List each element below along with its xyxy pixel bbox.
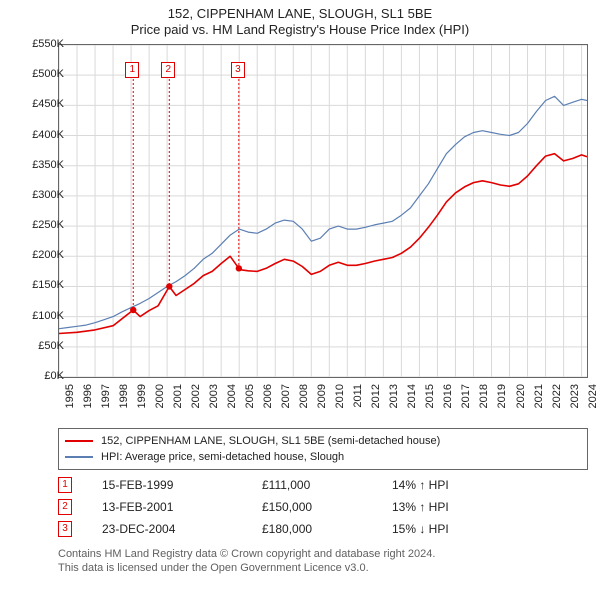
transaction-marker-icon: 3	[58, 521, 72, 537]
y-tick-label: £100K	[4, 310, 64, 322]
y-tick-label: £550K	[4, 38, 64, 50]
y-tick-label: £250K	[4, 219, 64, 231]
marker-flag-2: 2	[161, 62, 175, 78]
x-tick-label: 2005	[244, 384, 256, 424]
x-tick-label: 2022	[551, 384, 563, 424]
chart-title-line1: 152, CIPPENHAM LANE, SLOUGH, SL1 5BE	[0, 6, 600, 21]
x-tick-label: 2009	[316, 384, 328, 424]
transaction-delta: 13% ↑ HPI	[392, 500, 512, 514]
chart-svg	[59, 45, 587, 377]
x-tick-label: 2018	[478, 384, 490, 424]
legend-swatch-hpi	[65, 456, 93, 458]
y-tick-label: £350K	[4, 159, 64, 171]
y-tick-label: £300K	[4, 189, 64, 201]
y-tick-label: £500K	[4, 68, 64, 80]
x-tick-label: 2016	[442, 384, 454, 424]
x-tick-label: 2010	[334, 384, 346, 424]
x-tick-label: 1996	[82, 384, 94, 424]
transaction-price: £180,000	[262, 522, 392, 536]
x-tick-label: 1998	[118, 384, 130, 424]
x-tick-label: 2023	[569, 384, 581, 424]
x-tick-label: 2017	[460, 384, 472, 424]
transaction-price: £111,000	[262, 478, 392, 492]
x-tick-label: 2024	[587, 384, 599, 424]
transaction-date: 23-DEC-2004	[102, 522, 262, 536]
legend-box: 152, CIPPENHAM LANE, SLOUGH, SL1 5BE (se…	[58, 428, 588, 470]
y-tick-label: £0K	[4, 370, 64, 382]
legend-item-hpi: HPI: Average price, semi-detached house,…	[65, 449, 581, 465]
x-tick-label: 2013	[388, 384, 400, 424]
footer-line2: This data is licensed under the Open Gov…	[58, 562, 588, 576]
x-tick-label: 2007	[280, 384, 292, 424]
x-tick-label: 2012	[370, 384, 382, 424]
transaction-delta: 14% ↑ HPI	[392, 478, 512, 492]
transaction-row: 2 13-FEB-2001£150,00013% ↑ HPI	[58, 496, 588, 518]
y-tick-label: £400K	[4, 129, 64, 141]
x-tick-label: 2001	[172, 384, 184, 424]
y-tick-label: £150K	[4, 279, 64, 291]
legend-item-price-paid: 152, CIPPENHAM LANE, SLOUGH, SL1 5BE (se…	[65, 433, 581, 449]
x-tick-label: 2021	[533, 384, 545, 424]
transaction-price: £150,000	[262, 500, 392, 514]
x-tick-label: 2008	[298, 384, 310, 424]
chart-plot-area	[58, 44, 588, 378]
x-tick-label: 1999	[136, 384, 148, 424]
chart-title-line2: Price paid vs. HM Land Registry's House …	[0, 22, 600, 37]
transaction-date: 13-FEB-2001	[102, 500, 262, 514]
footer-line1: Contains HM Land Registry data © Crown c…	[58, 548, 588, 562]
x-tick-label: 2011	[352, 384, 364, 424]
legend-label-hpi: HPI: Average price, semi-detached house,…	[101, 451, 344, 463]
transaction-row: 1 15-FEB-1999£111,00014% ↑ HPI	[58, 474, 588, 496]
transaction-marker-icon: 1	[58, 477, 72, 493]
transaction-marker-icon: 2	[58, 499, 72, 515]
x-tick-label: 2006	[262, 384, 274, 424]
x-tick-label: 2019	[496, 384, 508, 424]
marker-flag-3: 3	[231, 62, 245, 78]
x-tick-label: 2000	[154, 384, 166, 424]
x-tick-label: 1995	[64, 384, 76, 424]
y-tick-label: £200K	[4, 249, 64, 261]
marker-flag-1: 1	[125, 62, 139, 78]
x-tick-label: 2020	[515, 384, 527, 424]
footer-attribution: Contains HM Land Registry data © Crown c…	[58, 548, 588, 576]
x-tick-label: 2014	[406, 384, 418, 424]
transaction-row: 3 23-DEC-2004£180,00015% ↓ HPI	[58, 518, 588, 540]
transactions-table: 1 15-FEB-1999£111,00014% ↑ HPI 2 13-FEB-200…	[58, 474, 588, 540]
x-tick-label: 2004	[226, 384, 238, 424]
transaction-date: 15-FEB-1999	[102, 478, 262, 492]
legend-swatch-price-paid	[65, 440, 93, 442]
x-tick-label: 1997	[100, 384, 112, 424]
y-tick-label: £450K	[4, 98, 64, 110]
y-tick-label: £50K	[4, 340, 64, 352]
x-tick-label: 2002	[190, 384, 202, 424]
legend-label-price-paid: 152, CIPPENHAM LANE, SLOUGH, SL1 5BE (se…	[101, 435, 440, 447]
transaction-delta: 15% ↓ HPI	[392, 522, 512, 536]
x-tick-label: 2015	[424, 384, 436, 424]
x-tick-label: 2003	[208, 384, 220, 424]
